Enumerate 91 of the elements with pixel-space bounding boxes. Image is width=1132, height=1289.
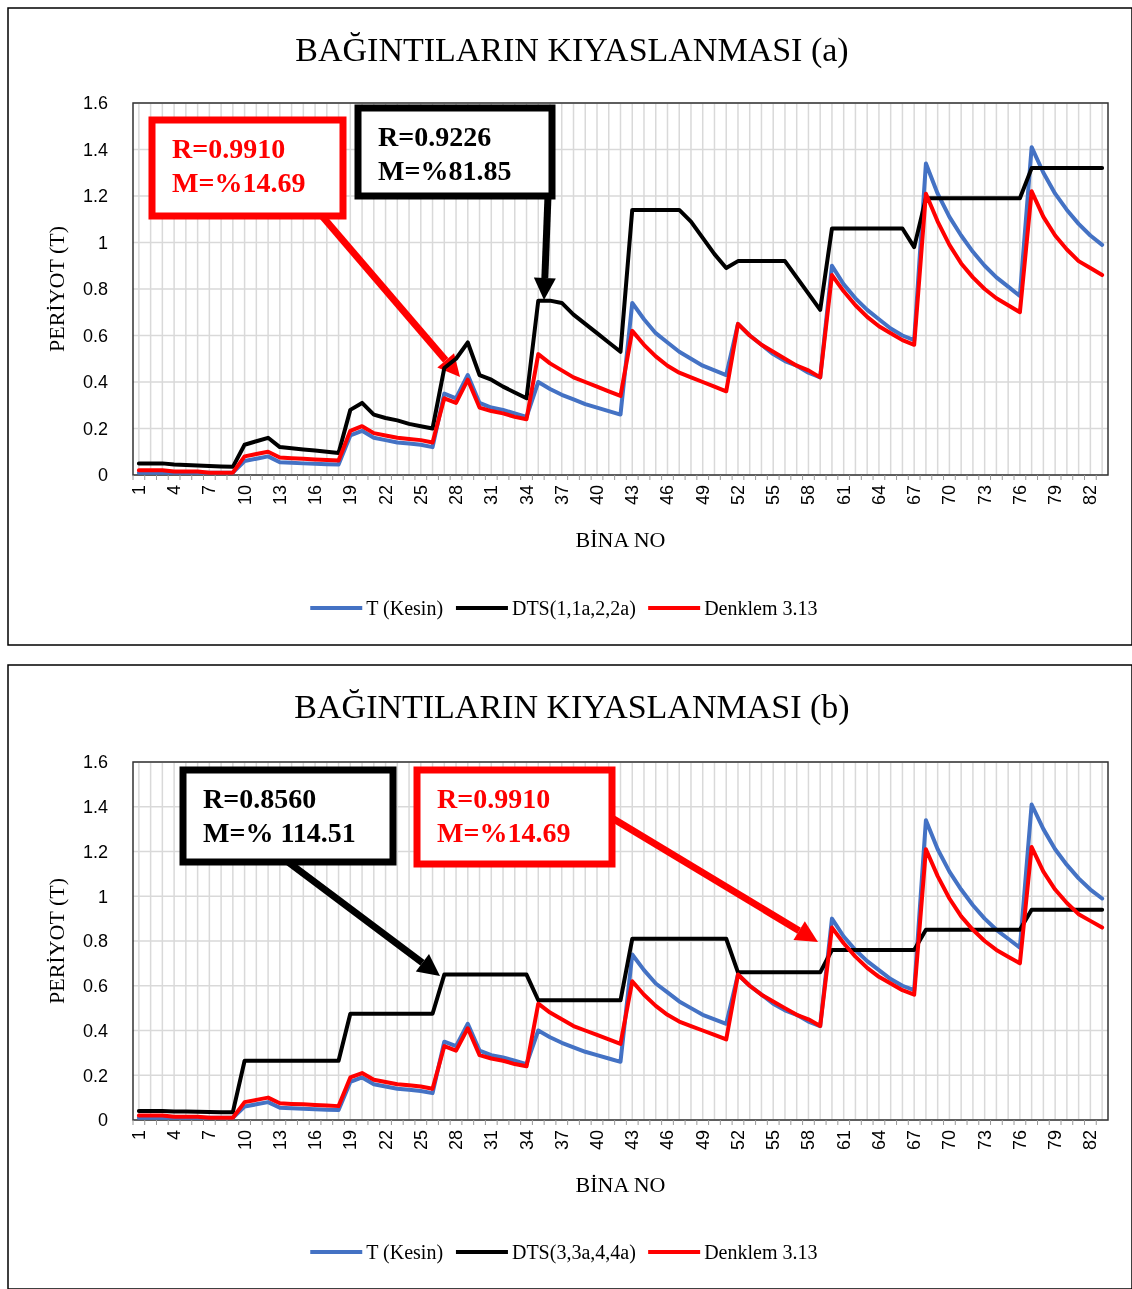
legend-label: T (Kesin)	[366, 1241, 444, 1264]
y-tick-label: 0.2	[82, 1065, 108, 1086]
x-tick-label: 82	[1080, 485, 1101, 506]
annotation: R=0.9910 M=%14.69	[437, 783, 571, 848]
x-tick-label: 40	[587, 485, 608, 506]
x-tick-label: 70	[939, 1130, 960, 1151]
x-tick-label: 79	[1045, 485, 1066, 506]
x-tick-label: 43	[622, 1130, 643, 1151]
x-tick-label: 28	[446, 485, 467, 506]
x-tick-label: 73	[974, 1130, 995, 1151]
x-tick-label: 55	[763, 485, 784, 506]
legend-label: DTS(3,3a,4,4a)	[511, 1241, 636, 1264]
y-tick-label: 0	[97, 465, 108, 486]
x-axis-title: BİNA NO	[575, 527, 666, 552]
annotation: R=0.8560 M=% 114.51	[203, 783, 356, 848]
x-tick-label: 58	[798, 485, 819, 506]
x-tick-label: 55	[763, 1130, 784, 1151]
x-axis-title: BİNA NO	[575, 1172, 666, 1197]
x-tick-label: 10	[234, 485, 255, 506]
x-tick-label: 52	[727, 1130, 748, 1151]
x-tick-label: 16	[305, 1130, 326, 1151]
line-series	[136, 907, 1105, 1115]
x-tick-label: 16	[305, 485, 326, 506]
x-tick-label: 70	[939, 485, 960, 506]
annotation: R=0.9910 M=%14.69	[172, 133, 306, 198]
x-tick-label: 34	[516, 1130, 537, 1151]
y-tick-label: 1.4	[82, 139, 108, 160]
x-tick-label: 4	[164, 485, 185, 496]
x-tick-label: 31	[481, 485, 502, 506]
x-tick-label: 40	[587, 1130, 608, 1151]
x-tick-label: 76	[1009, 485, 1030, 506]
annotation: R=0.9226 M=%81.85	[378, 121, 512, 186]
x-tick-label: 49	[692, 485, 713, 506]
x-tick-label: 43	[622, 485, 643, 506]
y-tick-label: 0.8	[82, 279, 108, 300]
x-tick-label: 19	[340, 485, 361, 506]
y-tick-label: 0.4	[82, 1020, 108, 1041]
y-tick-label: 0.2	[82, 418, 108, 439]
x-tick-label: 22	[375, 485, 396, 506]
y-tick-label: 0.6	[82, 325, 108, 346]
x-tick-label: 58	[798, 1130, 819, 1151]
y-tick-label: 0.8	[82, 931, 108, 952]
x-tick-label: 46	[657, 1130, 678, 1151]
x-tick-label: 49	[692, 1130, 713, 1151]
x-tick-label: 19	[340, 1130, 361, 1151]
x-tick-label: 67	[904, 1130, 925, 1151]
y-tick-label: 1.6	[82, 752, 108, 773]
x-tick-label: 52	[727, 485, 748, 506]
x-tick-label: 28	[446, 1130, 467, 1151]
legend-label: Denklem 3.13	[704, 597, 818, 619]
y-tick-label: 1	[97, 886, 108, 907]
x-tick-label: 25	[410, 485, 431, 506]
x-tick-label: 7	[199, 485, 220, 496]
y-axis-title: PERİYOT (T)	[44, 225, 69, 353]
x-tick-label: 1	[128, 1130, 149, 1141]
chart-title: BAĞINTILARIN KIYASLANMASI (a)	[295, 31, 849, 69]
x-tick-label: 13	[269, 1130, 290, 1151]
x-tick-label: 61	[833, 1130, 854, 1151]
x-tick-label: 73	[974, 485, 995, 506]
y-tick-label: 1.6	[82, 93, 108, 114]
x-tick-label: 4	[164, 1130, 185, 1141]
x-tick-label: 64	[868, 1130, 889, 1151]
x-tick-label: 1	[128, 485, 149, 496]
chart-title: BAĞINTILARIN KIYASLANMASI (b)	[294, 688, 850, 726]
x-tick-label: 37	[551, 485, 572, 506]
x-tick-label: 22	[375, 1130, 396, 1151]
x-tick-label: 10	[234, 1130, 255, 1151]
legend-label: DTS(1,1a,2,2a)	[511, 597, 636, 620]
x-tick-label: 79	[1045, 1130, 1066, 1151]
y-axis-title: PERİYOT (T)	[44, 877, 69, 1005]
x-tick-label: 76	[1009, 1130, 1030, 1151]
x-tick-label: 25	[410, 1130, 431, 1151]
x-tick-label: 64	[868, 485, 889, 506]
x-tick-label: 31	[481, 1130, 502, 1151]
legend-label: T (Kesin)	[366, 597, 444, 620]
y-tick-label: 1.2	[82, 841, 108, 862]
x-tick-label: 37	[551, 1130, 572, 1151]
x-tick-label: 82	[1080, 1130, 1101, 1151]
y-tick-label: 1.4	[82, 797, 108, 818]
y-tick-label: 0.6	[82, 976, 108, 997]
y-tick-label: 1.2	[82, 186, 108, 207]
x-tick-label: 7	[199, 1130, 220, 1141]
x-tick-label: 67	[904, 485, 925, 506]
y-tick-label: 0	[97, 1110, 108, 1131]
x-tick-label: 46	[657, 485, 678, 506]
legend-label: Denklem 3.13	[704, 1241, 818, 1263]
x-tick-label: 61	[833, 485, 854, 506]
y-tick-label: 1	[97, 232, 108, 253]
x-tick-label: 34	[516, 485, 537, 506]
y-tick-label: 0.4	[82, 372, 108, 393]
x-tick-label: 13	[269, 485, 290, 506]
